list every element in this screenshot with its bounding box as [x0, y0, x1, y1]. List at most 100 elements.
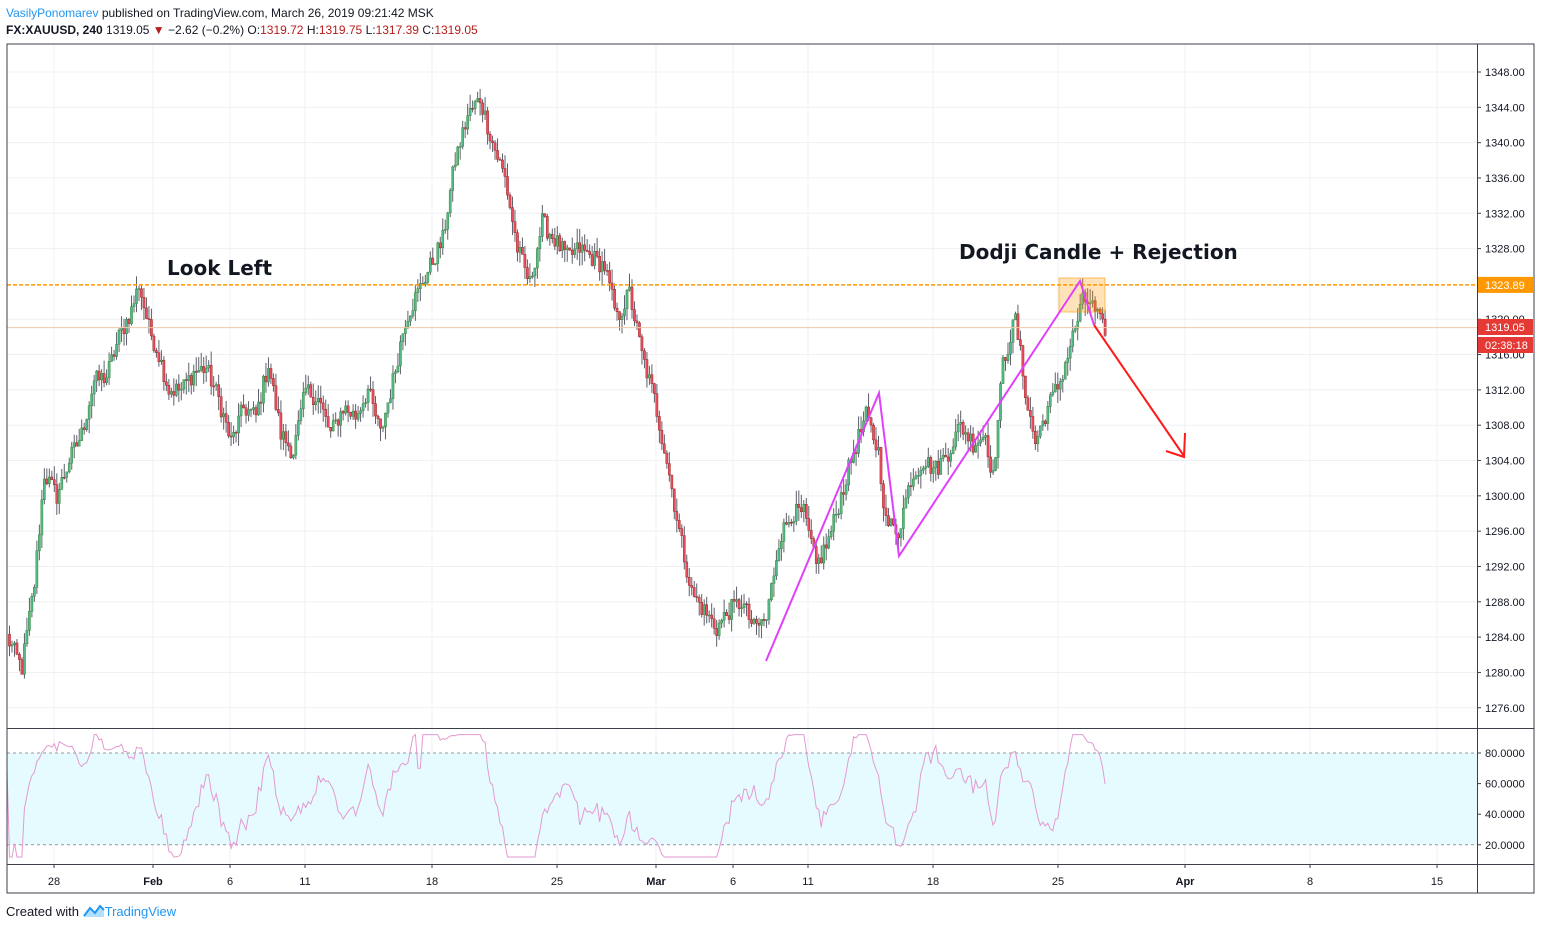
- svg-text:1319.05: 1319.05: [1485, 322, 1525, 334]
- candle: [994, 456, 997, 472]
- candle: [827, 528, 830, 550]
- candle: [503, 155, 507, 188]
- candle: [214, 381, 218, 391]
- candle: [725, 609, 728, 616]
- candle: [222, 407, 225, 430]
- candle: [498, 156, 502, 161]
- close-value: 1319.05: [434, 23, 478, 37]
- candle: [1056, 372, 1060, 403]
- price-change: −2.62 (−0.2%): [168, 23, 245, 37]
- candle: [135, 276, 138, 313]
- candle: [207, 360, 210, 373]
- candle: [194, 357, 198, 386]
- author-link[interactable]: VasilyPonomarev: [6, 6, 99, 20]
- candle: [244, 403, 248, 424]
- candle: [585, 239, 589, 253]
- candle: [458, 142, 462, 160]
- time-tick-label: 8: [1307, 876, 1313, 888]
- candle: [299, 399, 303, 425]
- tradingview-link[interactable]: TradingView: [104, 904, 177, 919]
- candle: [598, 248, 601, 281]
- candle: [90, 385, 93, 419]
- candle: [1101, 307, 1104, 324]
- price-axis[interactable]: 1348.00 1344.00 1340.00 1336.00 1332.00 1328.…: [1477, 67, 1525, 715]
- candle: [219, 387, 223, 423]
- candle: [227, 414, 230, 439]
- time-tick-label: 11: [802, 876, 813, 888]
- candle: [10, 640, 14, 653]
- candle: [1031, 406, 1035, 439]
- candle: [117, 327, 121, 353]
- candle: [665, 450, 669, 469]
- candle: [720, 618, 723, 629]
- annotation-look-left[interactable]: Look Left: [167, 256, 272, 280]
- candle: [508, 192, 512, 210]
- candle: [1026, 395, 1030, 411]
- candle: [523, 245, 527, 279]
- candle: [170, 387, 173, 398]
- candle: [483, 97, 487, 120]
- candle: [959, 410, 962, 438]
- annotation-doji-rejection[interactable]: Dodji Candle + Rejection: [959, 240, 1238, 264]
- low-value: 1317.39: [375, 23, 419, 37]
- candle: [232, 425, 235, 444]
- candle: [396, 353, 400, 374]
- candle: [404, 319, 407, 346]
- candle: [543, 213, 547, 219]
- candle: [376, 414, 380, 427]
- candle: [374, 396, 377, 424]
- candle: [341, 409, 345, 421]
- candle: [608, 261, 611, 292]
- candle: [934, 460, 938, 481]
- low-label: L:: [365, 23, 376, 37]
- candle: [685, 554, 689, 583]
- candle: [336, 418, 340, 437]
- candle: [931, 460, 935, 483]
- candle: [984, 432, 987, 446]
- candle: [339, 407, 342, 438]
- candle: [33, 584, 36, 602]
- candle: [406, 310, 410, 329]
- candle: [648, 365, 651, 385]
- pattern-zigzag[interactable]: [765, 278, 1095, 662]
- price-tick-label: 1280.00: [1485, 667, 1525, 679]
- candle: [282, 423, 285, 451]
- candle: [471, 100, 474, 113]
- candle: [150, 308, 153, 341]
- candle: [700, 594, 704, 618]
- candle: [344, 400, 347, 416]
- candle: [555, 226, 559, 255]
- candle: [568, 247, 572, 251]
- candle: [747, 597, 751, 629]
- candle: [964, 425, 967, 445]
- candle: [560, 237, 564, 259]
- candle: [944, 442, 948, 458]
- candle: [787, 515, 791, 528]
- candle: [152, 333, 156, 353]
- candle: [67, 457, 71, 474]
- time-axis[interactable]: 28 Feb 6 11 18 25 Mar 6 11 18 25 Apr 8 15: [48, 864, 1443, 888]
- candle: [593, 243, 596, 270]
- candle: [369, 376, 372, 392]
- time-tick-label: 18: [426, 876, 438, 888]
- candle: [199, 352, 203, 372]
- candle: [528, 263, 532, 283]
- rsi-axis[interactable]: 80.0000 60.0000 40.0000 20.0000: [1477, 748, 1525, 852]
- candle: [160, 350, 163, 365]
- candle: [578, 228, 581, 266]
- candle: [877, 435, 880, 456]
- candle: [125, 317, 128, 346]
- candle: [212, 375, 215, 397]
- doji-highlight-box[interactable]: [1058, 277, 1106, 313]
- candle: [668, 451, 671, 482]
- price-tick-label: 1332.00: [1485, 208, 1525, 220]
- down-arrow-drawing[interactable]: [1093, 324, 1186, 459]
- candle: [819, 545, 823, 564]
- candle: [740, 594, 743, 618]
- candle: [605, 263, 609, 276]
- symbol-label[interactable]: FX:XAUUSD, 240: [6, 23, 103, 37]
- candle: [755, 615, 758, 635]
- price-tick-label: 1276.00: [1485, 703, 1525, 715]
- candle: [889, 518, 893, 527]
